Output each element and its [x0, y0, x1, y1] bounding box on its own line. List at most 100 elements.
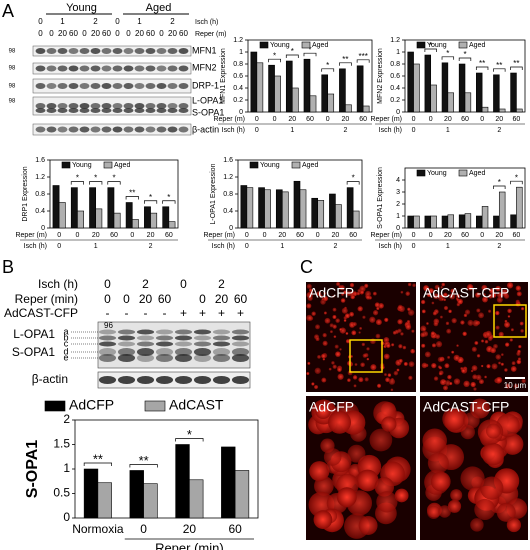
significance-label: * [187, 427, 192, 442]
bar [309, 95, 317, 113]
x-tick-label: 0 [273, 116, 277, 123]
cell [482, 293, 486, 297]
legend-label: Young [270, 42, 290, 49]
cell [424, 351, 431, 358]
cell [513, 383, 519, 389]
cell [432, 311, 437, 316]
cell [453, 378, 461, 385]
cell [495, 354, 501, 360]
significance-label: * [76, 174, 79, 183]
reper-label: 0 [123, 292, 130, 306]
cell [506, 282, 514, 289]
cell [506, 517, 522, 533]
cell [313, 510, 333, 529]
blot-band [178, 126, 189, 133]
cell [341, 307, 348, 314]
blot-band [101, 108, 112, 113]
legend-label: Young [427, 42, 447, 49]
cell [313, 384, 319, 390]
cell [349, 311, 354, 317]
blot-band [156, 65, 167, 72]
row-label: AdCAST-CFP [4, 306, 78, 320]
legend-label: Aged [114, 162, 130, 169]
x-tick-label: 60 [461, 116, 469, 123]
cell [352, 375, 358, 380]
cell [321, 377, 327, 383]
blot-band [231, 348, 250, 356]
blot-band [212, 376, 231, 384]
virus-label: + [237, 306, 244, 320]
cell [362, 353, 367, 358]
size-marker: 98 [9, 66, 16, 72]
reper-label: 60 [179, 29, 188, 38]
bar [311, 197, 319, 229]
bar [345, 104, 352, 113]
reper-label: 60 [102, 29, 111, 38]
blot-band [57, 108, 68, 113]
blot-band [212, 329, 231, 335]
cell [328, 410, 352, 434]
bar [356, 65, 364, 113]
significance-bracket [107, 181, 121, 185]
legend-swatch [44, 400, 66, 412]
blot-band [123, 65, 134, 72]
cell [333, 335, 337, 338]
group-axis-label: Isch (h) [24, 243, 47, 250]
reper-label: 0 [159, 29, 164, 38]
bar [339, 68, 346, 113]
cell [433, 376, 439, 381]
cell [384, 317, 389, 322]
x-tick-label: 0 [75, 232, 79, 239]
cell [306, 314, 313, 321]
x-axis-label: Reper (m) [370, 232, 402, 239]
bar [175, 444, 190, 519]
cell [473, 387, 477, 391]
bar [150, 212, 158, 229]
cell [440, 286, 443, 289]
cell [451, 318, 457, 324]
bar [464, 92, 472, 113]
x-tick-label: 0 [412, 232, 416, 239]
cell [400, 332, 404, 336]
blot-band [145, 126, 156, 133]
blot-band [136, 348, 155, 356]
bar [293, 180, 301, 229]
cell [369, 316, 376, 323]
group-label: 1 [446, 127, 450, 134]
bar [329, 193, 336, 229]
cell [383, 336, 390, 343]
cell [438, 371, 443, 376]
bar [510, 214, 517, 229]
bar [441, 215, 449, 229]
cell [437, 356, 444, 363]
y-axis-label: S-OPA1 [24, 440, 41, 498]
blot-band [174, 329, 193, 335]
cell [437, 294, 441, 298]
virus-label: + [218, 306, 225, 320]
isch-label: 2 [93, 17, 98, 26]
cell [421, 362, 428, 369]
blot-strip [32, 62, 192, 75]
blot-band [98, 348, 117, 356]
cell [510, 366, 517, 372]
cell [484, 375, 487, 379]
bar [95, 208, 103, 229]
cell [456, 344, 459, 347]
blot-band [98, 335, 117, 341]
y-tick-label: 0 [41, 225, 45, 232]
group-label: 2 [149, 243, 153, 250]
cell [322, 295, 329, 302]
cell [521, 378, 526, 384]
isoform-label: d [63, 346, 68, 356]
cell [426, 322, 429, 325]
size-marker: 98 [9, 84, 16, 90]
cell [443, 379, 447, 383]
y-tick-label: 1 [63, 461, 70, 475]
cell [470, 381, 476, 388]
bar [246, 187, 254, 229]
blot-band [98, 341, 117, 347]
cell [307, 361, 311, 365]
y-axis-label: DRP1 Expression [22, 166, 29, 221]
blot-band [174, 335, 193, 341]
x-tick-label: 0 [255, 116, 259, 123]
